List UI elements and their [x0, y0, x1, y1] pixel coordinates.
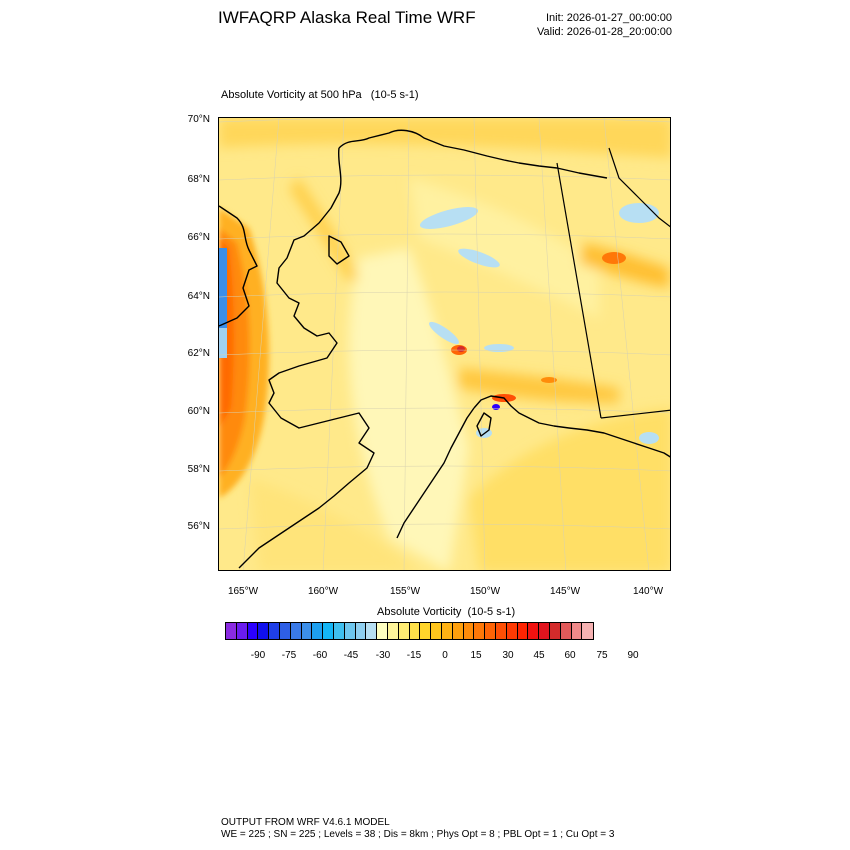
colorbar-swatch [582, 623, 594, 639]
plot-title: IWFAQRP Alaska Real Time WRF [218, 8, 476, 27]
borders [556, 147, 670, 419]
lon-label: 165°W [227, 586, 259, 597]
colorbar-swatch [258, 623, 270, 639]
graticule [219, 118, 670, 570]
colorbar-swatch [549, 623, 561, 639]
footer-model: OUTPUT FROM WRF V4.6.1 MODEL [221, 817, 390, 828]
colorbar-swatch [506, 623, 518, 639]
blue-strip [219, 248, 227, 328]
colorbar-label: 0 [442, 650, 448, 661]
colorbar-swatch [323, 623, 334, 639]
colorbar-swatch [571, 623, 583, 639]
colorbar-swatch [269, 623, 280, 639]
colorbar-swatch [485, 623, 496, 639]
lat-label: 64°N [187, 291, 210, 302]
colorbar-swatch [226, 623, 237, 639]
lon-label: 145°W [549, 586, 581, 597]
colorbar-swatch [452, 623, 464, 639]
colorbar-swatch [474, 623, 486, 639]
colorbar-swatch [290, 623, 302, 639]
colorbar-swatch [355, 623, 367, 639]
colorbar-swatch [409, 623, 421, 639]
coastline [219, 129, 670, 569]
colorbar-label: -75 [281, 650, 297, 661]
colorbar-swatch [517, 623, 529, 639]
lat-label: 70°N [187, 114, 210, 125]
colorbar-swatch [279, 623, 291, 639]
colorbar-label: 45 [533, 650, 545, 661]
colorbar-swatch [247, 623, 259, 639]
colorbar-label: 60 [564, 650, 576, 661]
valid-time: Valid: 2026-01-28_20:00:00 [537, 26, 672, 38]
vorticity-hot-spots [451, 252, 626, 410]
colorbar-swatch [431, 623, 442, 639]
colorbar-swatch [377, 623, 388, 639]
footer-options: WE = 225 ; SN = 225 ; Levels = 38 ; Dis … [221, 829, 615, 840]
colorbar-title: Absolute Vorticity (10-5 s-1) [377, 606, 516, 618]
lon-label: 160°W [307, 586, 339, 597]
lat-label: 56°N [187, 521, 210, 532]
colorbar-swatch [495, 623, 507, 639]
init-time: Init: 2026-01-27_00:00:00 [546, 12, 672, 24]
lat-label: 62°N [187, 348, 210, 359]
field-shading [219, 118, 670, 570]
colorbar-swatch [344, 623, 356, 639]
colorbar-swatch [560, 623, 572, 639]
colorbar-swatch [420, 623, 432, 639]
lat-label: 68°N [187, 174, 210, 185]
colorbar-label: 30 [502, 650, 514, 661]
vorticity-map [218, 117, 671, 571]
colorbar-swatch [387, 623, 399, 639]
colorbar-swatch [398, 623, 410, 639]
lat-label: 58°N [187, 464, 210, 475]
colorbar-label: -15 [406, 650, 422, 661]
lat-label: 66°N [187, 232, 210, 243]
colorbar-label: -30 [375, 650, 391, 661]
lon-label: 155°W [389, 586, 421, 597]
colorbar-label: 15 [470, 650, 482, 661]
lon-label: 140°W [632, 586, 664, 597]
lon-label: 150°W [469, 586, 501, 597]
colorbar-swatch [236, 623, 248, 639]
colorbar-swatch [333, 623, 345, 639]
colorbar-swatch [539, 623, 550, 639]
lat-label: 60°N [187, 406, 210, 417]
colorbar-label: -60 [312, 650, 328, 661]
colorbar-swatch [441, 623, 453, 639]
colorbar-swatch [528, 623, 540, 639]
field-title: Absolute Vorticity at 500 hPa (10-5 s-1) [221, 89, 419, 101]
colorbar-label: 75 [596, 650, 608, 661]
colorbar-label: -90 [250, 650, 266, 661]
colorbar-swatch [463, 623, 475, 639]
colorbar-label: -45 [343, 650, 359, 661]
colorbar-swatch [301, 623, 313, 639]
colorbar-label: 90 [627, 650, 639, 661]
colorbar-swatch [312, 623, 324, 639]
colorbar-swatch [366, 623, 378, 639]
colorbar [225, 622, 595, 640]
